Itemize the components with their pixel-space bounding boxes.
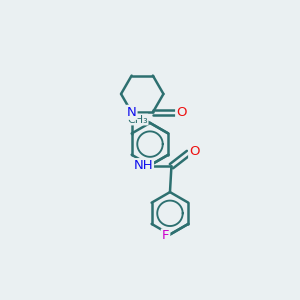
Text: O: O	[189, 145, 200, 158]
Text: F: F	[162, 230, 169, 242]
Text: N: N	[127, 106, 136, 119]
Text: NH: NH	[134, 159, 153, 172]
Text: O: O	[176, 106, 187, 119]
Text: CH₃: CH₃	[127, 115, 148, 124]
